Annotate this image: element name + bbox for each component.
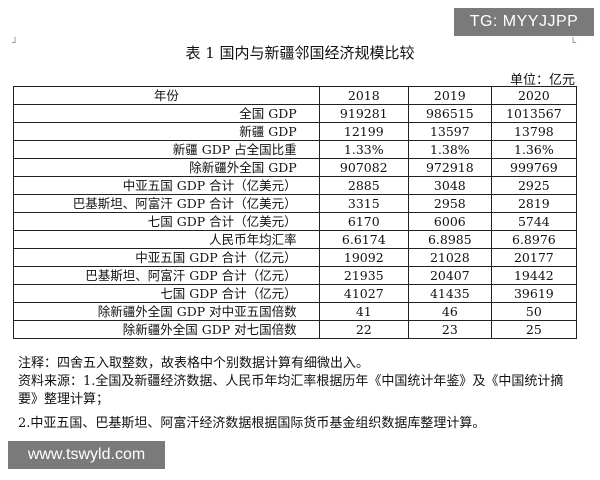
- value-cell: 1.36%: [490, 140, 578, 159]
- value-cell: 6170: [318, 212, 409, 231]
- table-row: 七国 GDP 合计（亿元） 41027 41435 39619: [13, 284, 578, 303]
- value-cell: 19092: [318, 248, 409, 267]
- value-cell: 21028: [407, 248, 492, 267]
- value-cell: 2885: [318, 176, 409, 195]
- table-notes: 注释：四舍五入取整数，故表格中个别数据计算有细微出入。 资料来源：1.全国及新疆…: [18, 355, 578, 433]
- table-row: 巴基斯坦、阿富汗 GDP 合计（亿元） 21935 20407 19442: [13, 266, 578, 285]
- value-cell: 12199: [318, 122, 409, 141]
- watermark-bottom: www.tswyld.com: [8, 441, 165, 469]
- value-cell: 999769: [490, 158, 578, 177]
- value-cell: 2925: [490, 176, 578, 195]
- row-label: 七国 GDP 合计（亿元）: [13, 284, 320, 303]
- note-line: 注释：四舍五入取整数，故表格中个别数据计算有细微出入。: [18, 356, 370, 371]
- page-corner-mark: └: [570, 38, 577, 49]
- row-label: 除新疆外全国 GDP 对中亚五国倍数: [13, 302, 320, 321]
- value-cell: 5744: [490, 212, 578, 231]
- value-cell: 41435: [407, 284, 492, 303]
- value-cell: 23: [407, 320, 492, 339]
- table-row: 中亚五国 GDP 合计（亿元） 19092 21028 20177: [13, 248, 578, 267]
- note-line: 资料来源：1.全国及新疆经济数据、人民币年均汇率根据历年《中国统计年鉴》及《中国…: [18, 374, 564, 407]
- row-label: 全国 GDP: [13, 104, 320, 123]
- row-label: 七国 GDP 合计（亿美元）: [13, 212, 320, 231]
- header-cell: 2020: [490, 86, 578, 105]
- table-row: 人民币年均汇率 6.6174 6.8985 6.8976: [13, 230, 578, 249]
- value-cell: 19442: [490, 266, 578, 285]
- value-cell: 41: [318, 302, 409, 321]
- value-cell: 6.8985: [407, 230, 492, 249]
- row-label: 巴基斯坦、阿富汗 GDP 合计（亿美元）: [13, 194, 320, 213]
- value-cell: 21935: [318, 266, 409, 285]
- header-cell: 年份: [13, 86, 320, 105]
- value-cell: 39619: [490, 284, 578, 303]
- page-corner-mark: ┘: [12, 38, 19, 49]
- note-line: 2.中亚五国、巴基斯坦、阿富汗经济数据根据国际货币基金组织数据库整理计算。: [18, 416, 486, 431]
- header-cell: 2018: [318, 86, 409, 105]
- header-cell: 2019: [407, 86, 492, 105]
- unit-label: 单位：亿元: [510, 73, 576, 88]
- row-label: 新疆 GDP 占全国比重: [13, 140, 320, 159]
- watermark-top: TG: MYYJJPP: [454, 8, 594, 36]
- value-cell: 25: [490, 320, 578, 339]
- row-label: 新疆 GDP: [13, 122, 320, 141]
- row-label: 除新疆外全国 GDP 对七国倍数: [13, 320, 320, 339]
- table-row: 新疆 GDP 12199 13597 13798: [13, 122, 578, 141]
- value-cell: 22: [318, 320, 409, 339]
- value-cell: 50: [490, 302, 578, 321]
- value-cell: 986515: [407, 104, 492, 123]
- row-label: 人民币年均汇率: [13, 230, 320, 249]
- value-cell: 13597: [407, 122, 492, 141]
- value-cell: 3315: [318, 194, 409, 213]
- table-title: 表 1 国内与新疆邻国经济规模比较: [185, 44, 415, 62]
- row-label: 巴基斯坦、阿富汗 GDP 合计（亿元）: [13, 266, 320, 285]
- value-cell: 907082: [318, 158, 409, 177]
- table-row: 除新疆外全国 GDP 对中亚五国倍数 41 46 50: [13, 302, 578, 321]
- value-cell: 20177: [490, 248, 578, 267]
- value-cell: 1013567: [490, 104, 578, 123]
- table-row: 全国 GDP 919281 986515 1013567: [13, 104, 578, 123]
- value-cell: 972918: [407, 158, 492, 177]
- table-row: 新疆 GDP 占全国比重 1.33% 1.38% 1.36%: [13, 140, 578, 159]
- value-cell: 1.33%: [318, 140, 409, 159]
- table-header-row: 年份 2018 2019 2020: [13, 86, 578, 105]
- value-cell: 6.6174: [318, 230, 409, 249]
- table-row: 巴基斯坦、阿富汗 GDP 合计（亿美元） 3315 2958 2819: [13, 194, 578, 213]
- value-cell: 2819: [490, 194, 578, 213]
- value-cell: 3048: [407, 176, 492, 195]
- gdp-comparison-table: 年份 2018 2019 2020 全国 GDP 919281 986515 1013…: [13, 86, 578, 339]
- table-row: 除新疆外全国 GDP 对七国倍数 22 23 25: [13, 320, 578, 339]
- value-cell: 20407: [407, 266, 492, 285]
- value-cell: 46: [407, 302, 492, 321]
- table-row: 中亚五国 GDP 合计（亿美元） 2885 3048 2925: [13, 176, 578, 195]
- value-cell: 6.8976: [490, 230, 578, 249]
- value-cell: 6006: [407, 212, 492, 231]
- value-cell: 13798: [490, 122, 578, 141]
- row-label: 中亚五国 GDP 合计（亿元）: [13, 248, 320, 267]
- table-row: 七国 GDP 合计（亿美元） 6170 6006 5744: [13, 212, 578, 231]
- value-cell: 2958: [407, 194, 492, 213]
- value-cell: 1.38%: [407, 140, 492, 159]
- table-row: 除新疆外全国 GDP 907082 972918 999769: [13, 158, 578, 177]
- value-cell: 919281: [318, 104, 409, 123]
- row-label: 除新疆外全国 GDP: [13, 158, 320, 177]
- row-label: 中亚五国 GDP 合计（亿美元）: [13, 176, 320, 195]
- value-cell: 41027: [318, 284, 409, 303]
